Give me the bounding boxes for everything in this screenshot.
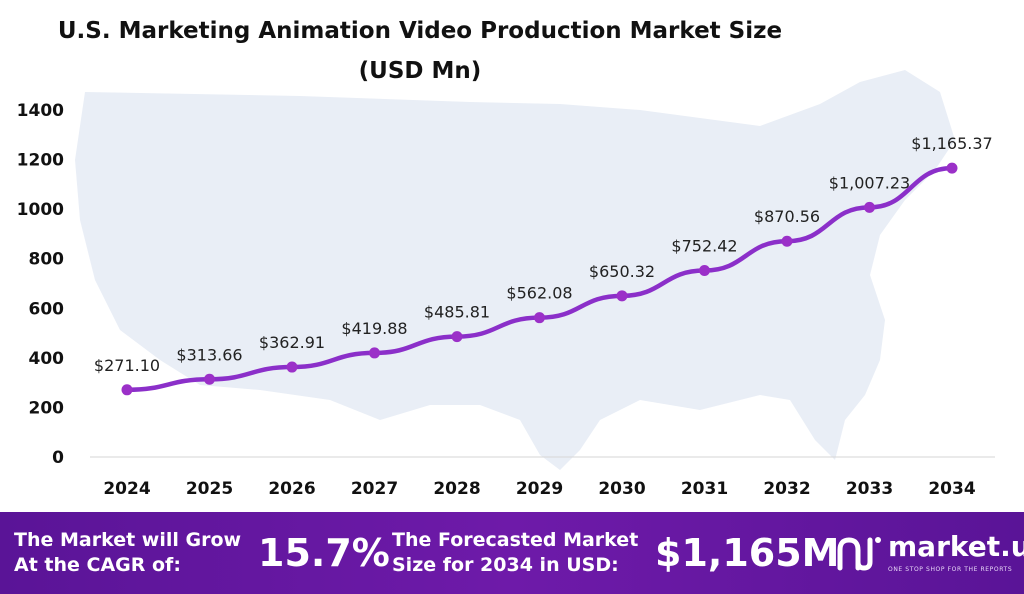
y-tick-label: 1400 bbox=[17, 101, 64, 121]
data-label: $562.08 bbox=[506, 284, 572, 303]
market-us-logo-icon bbox=[837, 537, 881, 571]
data-point bbox=[781, 235, 793, 247]
forecast-caption-line2: Size for 2034 in USD: bbox=[392, 554, 619, 576]
chart-subtitle: (USD Mn) bbox=[359, 58, 482, 84]
cagr-caption-line2: At the CAGR of: bbox=[14, 554, 181, 576]
x-tick-label: 2033 bbox=[846, 479, 893, 499]
y-tick-label: 800 bbox=[29, 250, 65, 270]
footer-banner: The Market will Grow At the CAGR of: 15.… bbox=[0, 512, 1024, 594]
brand-name: market.us bbox=[888, 530, 1024, 563]
data-markers bbox=[121, 162, 958, 396]
x-tick-label: 2027 bbox=[351, 479, 398, 499]
x-tick-label: 2025 bbox=[186, 479, 233, 499]
y-tick-label: 1000 bbox=[17, 200, 64, 220]
x-tick-label: 2026 bbox=[268, 479, 315, 499]
data-label: $485.81 bbox=[424, 303, 490, 322]
chart-title: U.S. Marketing Animation Video Productio… bbox=[58, 18, 782, 44]
data-point bbox=[369, 347, 380, 359]
data-label: $271.10 bbox=[94, 356, 160, 375]
x-axis-ticks: 2024 2025 2026 2027 2028 2029 2030 2031 2032 2033… bbox=[103, 479, 975, 499]
x-tick-label: 2032 bbox=[763, 479, 810, 499]
data-label: $313.66 bbox=[176, 345, 242, 364]
data-point bbox=[864, 201, 875, 213]
y-tick-label: 600 bbox=[29, 299, 65, 319]
x-tick-label: 2030 bbox=[598, 479, 645, 499]
y-tick-label: 200 bbox=[29, 398, 65, 418]
forecast-caption-line1: The Forecasted Market bbox=[392, 529, 639, 551]
x-tick-label: 2028 bbox=[433, 479, 480, 499]
x-tick-label: 2031 bbox=[681, 479, 728, 499]
data-point bbox=[204, 373, 215, 385]
y-axis-ticks: 0 200 400 600 800 1000 1200 1400 bbox=[17, 101, 64, 468]
forecast-value: $1,165M bbox=[655, 531, 840, 575]
data-label: $752.42 bbox=[671, 237, 737, 256]
forecast-caption: The Forecasted Market Size for 2034 in U… bbox=[392, 528, 638, 578]
x-tick-label: 2029 bbox=[516, 479, 563, 499]
data-label: $1,165.37 bbox=[911, 134, 992, 153]
chart: U.S. Marketing Animation Video Productio… bbox=[17, 18, 995, 499]
us-map-background bbox=[75, 70, 955, 470]
y-tick-label: 400 bbox=[29, 349, 65, 369]
cagr-caption-line1: The Market will Grow bbox=[14, 529, 242, 551]
data-label: $650.32 bbox=[589, 262, 655, 281]
x-tick-label: 2034 bbox=[928, 479, 975, 499]
data-label: $1,007.23 bbox=[829, 173, 910, 192]
cagr-caption: The Market will Grow At the CAGR of: bbox=[14, 528, 241, 578]
data-point bbox=[534, 312, 545, 324]
series-line bbox=[124, 165, 955, 393]
x-tick-label: 2024 bbox=[103, 479, 150, 499]
data-label: $419.88 bbox=[341, 319, 407, 338]
data-point bbox=[946, 162, 958, 174]
y-tick-label: 1200 bbox=[17, 151, 64, 171]
brand-logo: market.us ONE STOP SHOP FOR THE REPORTS bbox=[830, 526, 1024, 582]
brand-tagline: ONE STOP SHOP FOR THE REPORTS bbox=[888, 566, 1013, 573]
data-point bbox=[451, 331, 463, 343]
y-tick-label: 0 bbox=[52, 448, 64, 468]
data-label: $362.91 bbox=[259, 333, 325, 352]
data-labels: $271.10 $313.66 $362.91 $419.88 $485.81 $562.… bbox=[94, 134, 993, 375]
data-point bbox=[286, 361, 298, 373]
data-label: $870.56 bbox=[754, 207, 820, 226]
data-point bbox=[699, 265, 710, 277]
data-point bbox=[121, 384, 133, 396]
cagr-value: 15.7% bbox=[258, 531, 390, 575]
data-point bbox=[616, 290, 628, 302]
